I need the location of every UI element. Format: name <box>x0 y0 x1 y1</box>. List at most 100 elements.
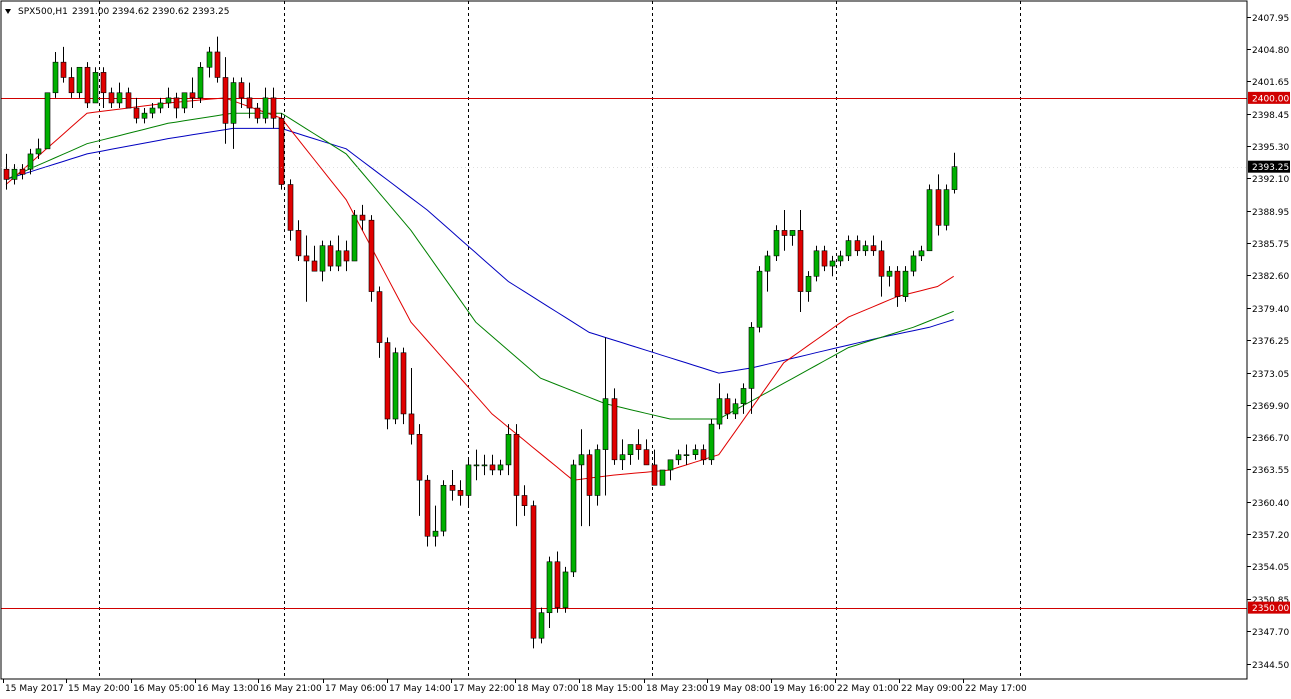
candle-body <box>611 398 618 461</box>
candle-body <box>505 434 512 466</box>
candle <box>376 286 383 358</box>
candle-body <box>570 464 577 573</box>
candle <box>619 439 626 470</box>
candle <box>764 250 771 292</box>
candle <box>651 449 658 486</box>
ema-fast-line <box>5 97 954 481</box>
x-tick-label: 17 May 06:00 <box>325 684 387 694</box>
candle-body <box>659 469 666 486</box>
candle-body <box>473 464 480 467</box>
candle <box>149 102 156 119</box>
candle <box>100 67 107 109</box>
candle <box>854 235 861 256</box>
candle <box>481 454 488 476</box>
candle <box>586 449 593 527</box>
candle <box>708 419 715 465</box>
candle-body <box>368 219 375 292</box>
candle-body <box>238 82 245 99</box>
y-tick-label: 2357.20 <box>1252 531 1289 541</box>
y-tick-label: 2376.25 <box>1252 337 1289 347</box>
current-price-label: 2393.25 <box>1252 163 1289 173</box>
candle-body <box>643 449 650 466</box>
candle <box>926 184 933 252</box>
candle <box>457 480 464 506</box>
candle <box>416 424 423 516</box>
candle <box>465 459 472 506</box>
candle-body <box>837 255 844 262</box>
candle <box>384 337 391 430</box>
candle-body <box>594 449 601 496</box>
y-tick-label: 2379.40 <box>1252 305 1289 315</box>
candle <box>756 266 763 333</box>
chart-header-symbol: SPX500,H1 <box>18 7 68 17</box>
candle <box>181 92 188 114</box>
candle-body <box>854 240 861 252</box>
candle-body <box>133 107 140 119</box>
candle <box>157 97 164 114</box>
candle <box>432 505 439 547</box>
candle-body <box>149 107 156 114</box>
candle <box>530 500 537 649</box>
y-axis: 2407.95 2404.80 2401.65 2398.45 2395.30 2392.… <box>1247 14 1289 671</box>
candle-body <box>943 189 950 226</box>
x-tick-label: 16 May 13:00 <box>197 684 259 694</box>
candle <box>845 235 852 261</box>
candle <box>27 148 34 175</box>
candle-body <box>789 230 796 236</box>
x-axis: 15 May 2017 15 May 20:00 16 May 05:00 16 Ma… <box>3 679 1027 694</box>
candle-body <box>206 51 213 68</box>
y-tick-label: 2401.65 <box>1252 78 1289 88</box>
candle-body <box>497 464 504 471</box>
y-tick-label: 2388.95 <box>1252 208 1289 218</box>
candle-body <box>222 77 229 124</box>
candle <box>246 82 253 119</box>
candle-body <box>343 250 350 262</box>
candle-body <box>764 255 771 272</box>
candle <box>724 393 731 420</box>
candle <box>732 398 739 420</box>
candle-body <box>651 464 658 486</box>
candle <box>335 235 342 272</box>
candle-body <box>295 230 302 257</box>
hlines-layer <box>1 98 1247 609</box>
candle <box>602 337 609 496</box>
candle <box>829 255 836 277</box>
candle <box>935 174 942 236</box>
candle-body <box>68 77 75 94</box>
candle-body <box>635 444 642 450</box>
candle-body <box>351 214 358 262</box>
y-tick-label: 2344.50 <box>1252 661 1289 671</box>
candle <box>214 36 221 83</box>
candle-body <box>465 464 472 496</box>
ema-layer <box>5 97 954 481</box>
candle <box>570 459 577 578</box>
y-tick-label: 2366.70 <box>1252 434 1289 444</box>
candle-body <box>708 423 715 461</box>
candle <box>692 444 699 460</box>
candle-body <box>376 291 383 343</box>
candle <box>611 388 618 465</box>
candle-body <box>278 117 285 185</box>
current-price-tag <box>1248 160 1290 173</box>
candle-body <box>845 240 852 257</box>
candle <box>287 179 294 241</box>
candle-body <box>335 250 342 267</box>
candle-body <box>813 250 820 277</box>
candle <box>513 424 520 527</box>
x-tick-label: 18 May 07:00 <box>517 684 579 694</box>
candle <box>546 556 553 629</box>
candle-body <box>740 388 747 405</box>
candle <box>683 444 690 465</box>
candle-body <box>165 97 172 104</box>
candle-body <box>19 168 26 175</box>
candle <box>35 138 42 160</box>
candle <box>635 429 642 460</box>
candle-body <box>602 398 609 450</box>
candle-body <box>270 97 277 119</box>
candle-body <box>327 245 334 267</box>
candle-body <box>870 245 877 252</box>
candle-body <box>530 505 537 639</box>
candle <box>141 108 148 124</box>
ema-slow-line <box>5 127 954 374</box>
